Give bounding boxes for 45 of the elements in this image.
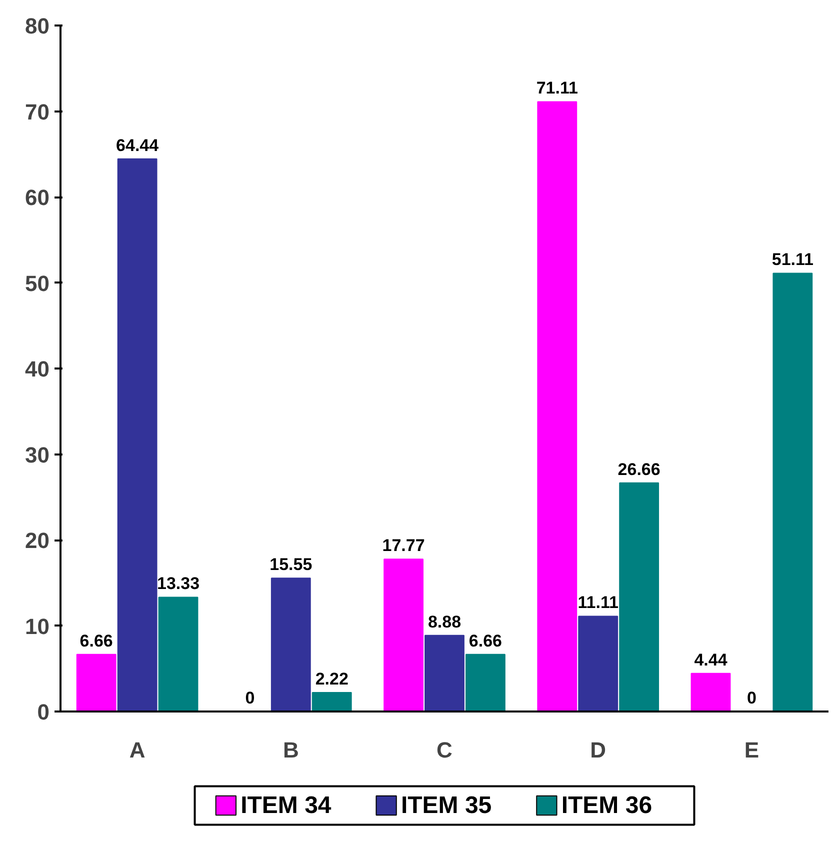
data-label: 11.11 [578, 593, 618, 612]
bar [619, 482, 660, 712]
legend-label: ITEM 34 [240, 792, 332, 819]
data-label: 6.66 [80, 631, 113, 650]
data-label: 6.66 [468, 631, 502, 650]
y-tick-label: 10 [25, 614, 50, 639]
data-label: 0 [245, 688, 255, 708]
data-label: 2.22 [315, 669, 348, 688]
x-tick-label: E [744, 738, 760, 762]
x-tick-label: B [282, 738, 299, 762]
legend-label: ITEM 35 [400, 792, 492, 819]
data-label: 64.44 [116, 136, 160, 155]
data-label: 17.77 [382, 536, 425, 556]
bar [76, 654, 116, 712]
y-tick-label: 70 [25, 99, 50, 124]
legend-label: ITEM 36 [561, 792, 652, 819]
bar [772, 272, 813, 712]
bar [578, 616, 618, 712]
data-label: 15.55 [270, 555, 312, 574]
bar [312, 692, 352, 712]
y-tick-label: 20 [25, 528, 50, 553]
x-tick-label: C [436, 738, 453, 762]
bar [690, 672, 731, 712]
x-tick-label: A [129, 738, 146, 762]
y-tick-label: 50 [25, 270, 50, 296]
data-label: 0 [746, 688, 756, 708]
bar [117, 158, 158, 712]
y-tick-label: 60 [25, 185, 50, 210]
bar [466, 654, 506, 712]
data-label: 26.66 [618, 460, 660, 479]
data-label: 4.44 [694, 650, 728, 670]
data-label: 13.33 [156, 574, 200, 594]
bar [384, 558, 424, 712]
y-tick-label: 0 [37, 700, 50, 724]
bar [270, 578, 311, 712]
data-label: 8.88 [428, 612, 462, 632]
data-label: 71.11 [536, 78, 578, 98]
y-tick-label: 80 [25, 14, 50, 38]
data-label: 51.11 [772, 250, 814, 270]
bar [424, 634, 464, 712]
bar [537, 101, 578, 712]
y-tick-label: 30 [25, 442, 50, 468]
x-tick-label: D [590, 738, 606, 762]
bar [158, 596, 198, 712]
y-tick-label: 40 [25, 356, 50, 382]
